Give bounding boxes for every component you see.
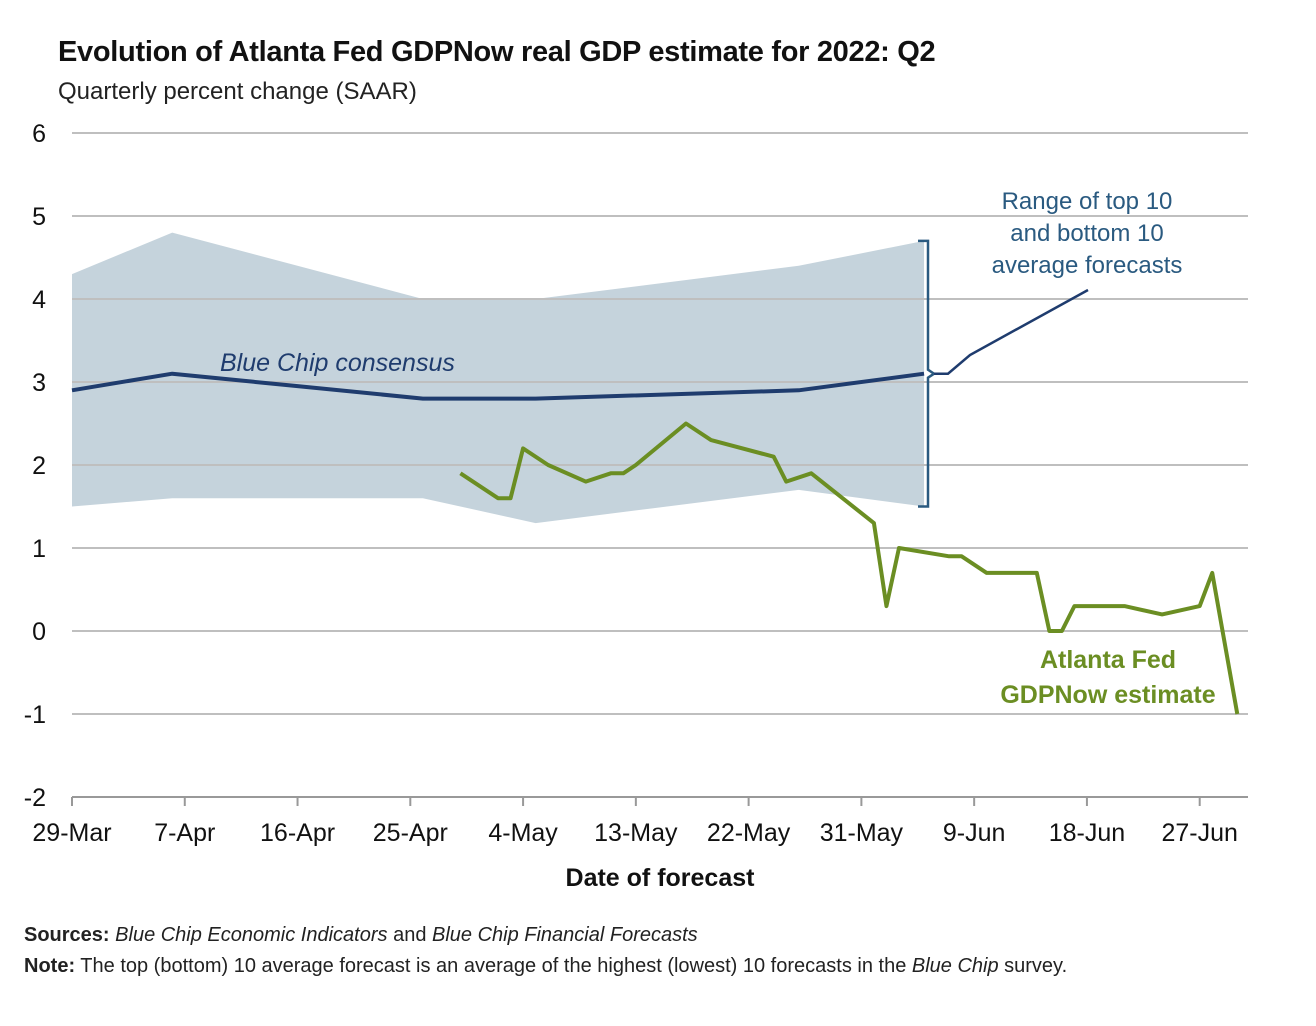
forecast-range-band — [72, 232, 925, 524]
y-tick-label: 6 — [32, 120, 46, 148]
x-tick-label: 31-May — [820, 819, 904, 847]
band-label: Range of top 10 — [1002, 188, 1173, 215]
x-tick-label: 9-Jun — [943, 819, 1006, 847]
y-tick-label: 0 — [32, 618, 46, 646]
y-tick-label: 3 — [32, 369, 46, 397]
note-text: The top (bottom) 10 average forecast is … — [75, 955, 912, 977]
sources-note: Sources: Blue Chip Economic Indicators a… — [24, 924, 698, 947]
y-tick-label: 5 — [32, 203, 46, 231]
x-tick-label: 27-Jun — [1161, 819, 1237, 847]
consensus-label: Blue Chip consensus — [220, 349, 455, 377]
x-tick-label: 4-May — [488, 819, 558, 847]
y-tick-label: 4 — [32, 286, 46, 314]
chart-title: Evolution of Atlanta Fed GDPNow real GDP… — [58, 36, 936, 68]
x-tick-label: 25-Apr — [373, 819, 448, 847]
note-end: survey. — [998, 955, 1068, 977]
source-2: Blue Chip Financial Forecasts — [432, 924, 698, 946]
source-1: Blue Chip Economic Indicators — [115, 924, 388, 946]
sources-label: Sources: — [24, 924, 110, 946]
y-tick-label: -1 — [24, 701, 46, 729]
x-tick-label: 16-Apr — [260, 819, 335, 847]
y-tick-label: -2 — [24, 784, 46, 812]
sources-and: and — [387, 924, 432, 946]
x-tick-label: 13-May — [594, 819, 678, 847]
x-tick-label: 22-May — [707, 819, 791, 847]
x-tick-label: 7-Apr — [154, 819, 215, 847]
chart-subtitle: Quarterly percent change (SAAR) — [58, 78, 417, 105]
x-tick-label: 29-Mar — [32, 819, 111, 847]
y-tick-label: 2 — [32, 452, 46, 480]
x-axis-label: Date of forecast — [566, 864, 756, 892]
note-label: Note: — [24, 955, 76, 977]
note: Note: The top (bottom) 10 average foreca… — [24, 955, 1067, 978]
gdpnow-label: Atlanta Fed — [1040, 646, 1176, 674]
x-tick-label: 18-Jun — [1049, 819, 1125, 847]
band-label: average forecasts — [992, 252, 1183, 279]
gdpnow-label: GDPNow estimate — [1000, 681, 1215, 709]
note-italic: Blue Chip — [911, 955, 999, 977]
y-tick-label: 1 — [32, 535, 46, 563]
band-label: and bottom 10 — [1010, 220, 1163, 247]
range-callout-line — [934, 288, 1089, 375]
